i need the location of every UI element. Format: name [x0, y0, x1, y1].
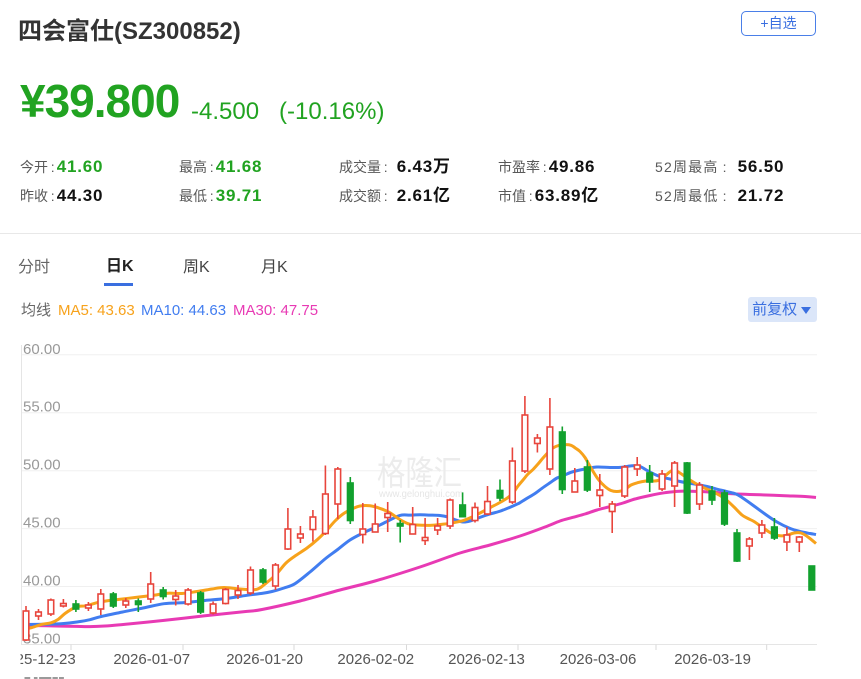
- svg-text:www.gelonghui.com: www.gelonghui.com: [378, 488, 463, 500]
- svg-text:2026-03-19: 2026-03-19: [674, 651, 751, 668]
- svg-text:2026-01-20: 2026-01-20: [226, 651, 303, 668]
- svg-text:55.00: 55.00: [23, 399, 61, 416]
- svg-text:35.00: 35.00: [23, 631, 61, 648]
- svg-text:60.00: 60.00: [23, 341, 61, 358]
- svg-text:格隆汇: 格隆汇: [377, 455, 462, 493]
- svg-text:50.00: 50.00: [23, 457, 61, 474]
- svg-text:40.00: 40.00: [23, 573, 61, 590]
- svg-text:2026-01-07: 2026-01-07: [113, 651, 190, 668]
- svg-text:2026-02-02: 2026-02-02: [337, 651, 414, 668]
- svg-text:2026-03-06: 2026-03-06: [560, 651, 637, 668]
- svg-text:45.00: 45.00: [23, 515, 61, 532]
- svg-text:2026-02-13: 2026-02-13: [448, 651, 525, 668]
